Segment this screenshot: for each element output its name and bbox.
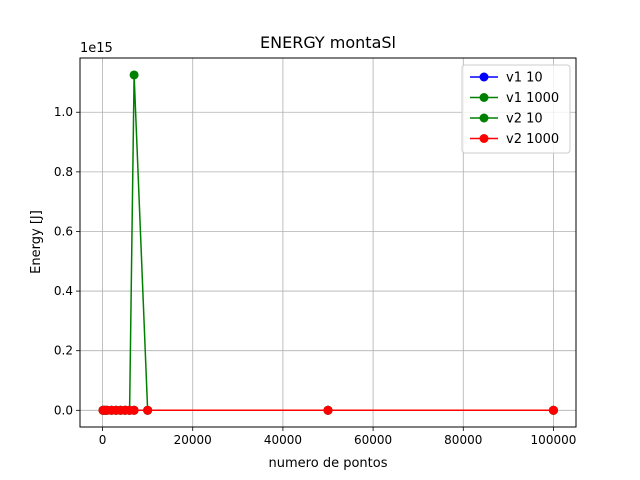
legend-label: v2 10 (506, 112, 543, 127)
data-point (143, 405, 153, 415)
legend-swatch-marker (479, 72, 489, 82)
y-tick-label: 0.6 (54, 224, 73, 238)
grid-lines (80, 58, 576, 427)
data-point (129, 70, 139, 80)
legend: v1 10 v1 1000 v2 10 v2 1000 (461, 64, 571, 154)
y-tick-label: 0.8 (54, 165, 73, 179)
data-point (548, 405, 558, 415)
legend-item: v2 1000 (470, 132, 559, 147)
x-tick-label: 60000 (354, 433, 392, 447)
legend-swatch-marker (479, 113, 489, 123)
chart-title: ENERGY montaSl (260, 33, 396, 52)
y-tick-label: 0.4 (54, 284, 73, 298)
legend-item: v1 10 (470, 71, 543, 86)
y-axis-label: Energy [J] (29, 210, 44, 274)
legend-swatch-marker (479, 93, 489, 102)
legend-swatch-marker (479, 134, 489, 143)
data-point (323, 405, 333, 415)
axis-ticks: 0 20000 40000 60000 80000 100000 0.0 0.2 0.4 0.6 0… (54, 105, 576, 447)
x-tick-label: 20000 (174, 433, 212, 447)
x-tick-label: 0 (99, 433, 107, 447)
y-tick-label: 0.0 (54, 403, 73, 417)
y-tick-label: 1.0 (54, 105, 73, 119)
y-axis-offset-label: 1e15 (80, 41, 113, 56)
x-tick-label: 80000 (444, 433, 482, 447)
x-axis-label: numero de pontos (269, 456, 388, 471)
legend-item: v2 10 (470, 112, 543, 127)
legend-label: v1 1000 (506, 91, 559, 106)
series-layer (98, 70, 558, 415)
series-4 (98, 405, 558, 415)
legend-label: v1 10 (506, 71, 543, 86)
y-tick-label: 0.2 (54, 344, 73, 358)
x-tick-label: 40000 (264, 433, 302, 447)
legend-box (461, 64, 571, 154)
x-tick-label: 100000 (531, 433, 577, 447)
data-point (129, 405, 139, 415)
plot-frame (79, 57, 577, 428)
legend-label: v2 1000 (506, 132, 559, 147)
legend-item: v1 1000 (470, 91, 559, 106)
